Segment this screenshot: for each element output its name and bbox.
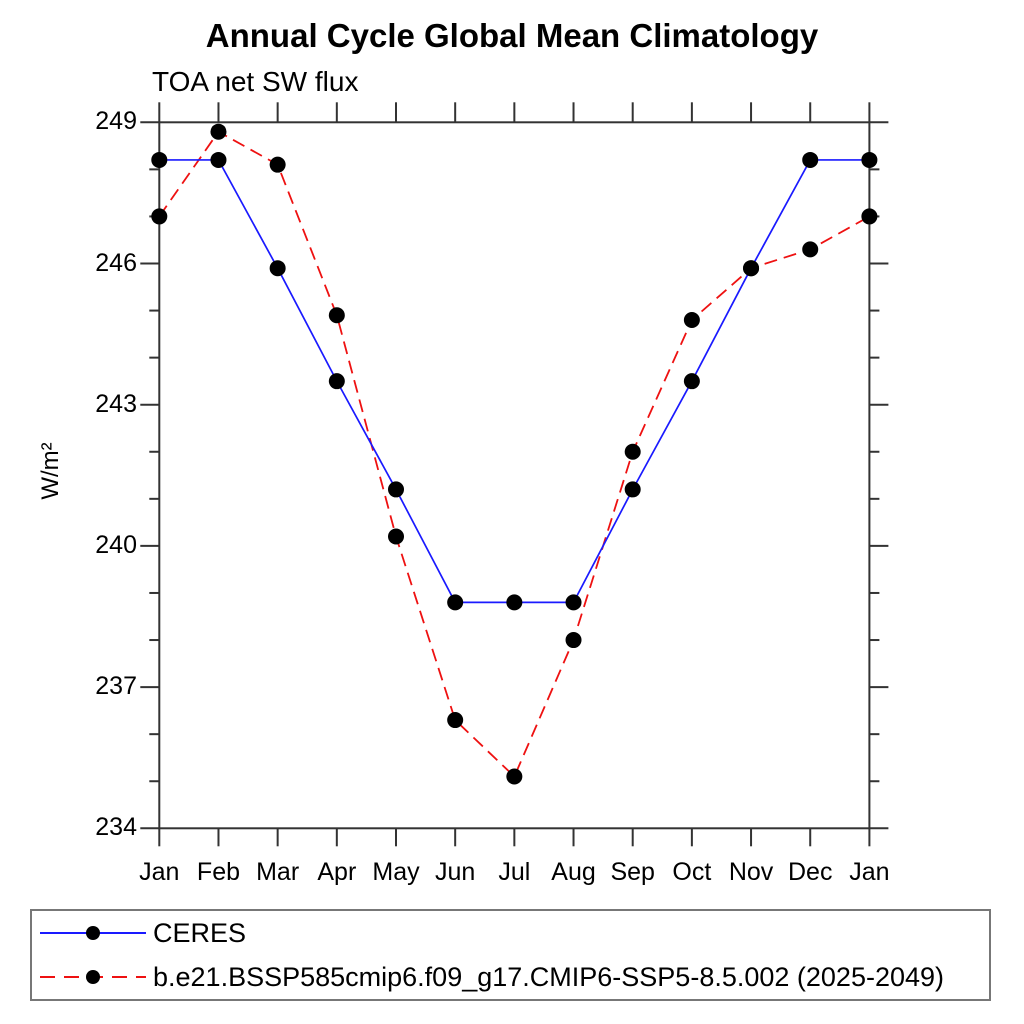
data-point	[861, 151, 878, 168]
x-tick-label: Jul	[498, 858, 531, 886]
data-point	[565, 632, 582, 649]
x-tick-label: Oct	[672, 858, 712, 886]
x-tick-label: Feb	[196, 858, 241, 886]
legend-row-model: b.e21.BSSP585cmip6.f09_g17.CMIP6-SSP5-8.…	[38, 958, 989, 996]
data-point	[151, 151, 168, 168]
y-tick-label: 234	[95, 813, 137, 842]
data-point	[328, 307, 345, 324]
legend-row-ceres: CERES	[38, 914, 989, 952]
x-tick-label: Jan	[139, 858, 180, 886]
data-point	[624, 481, 641, 498]
model-line-sample	[40, 970, 146, 984]
chart-subtitle: TOA net SW flux	[152, 66, 359, 97]
data-point	[447, 712, 464, 729]
data-point	[388, 528, 404, 545]
data-point	[683, 311, 700, 328]
data-point	[388, 481, 404, 498]
y-tick-label: 246	[95, 248, 137, 277]
data-point	[447, 594, 464, 611]
data-point	[506, 768, 523, 785]
data-point	[151, 208, 168, 225]
x-tick-label: May	[372, 858, 420, 886]
ceres-line	[159, 159, 870, 604]
x-tick-label: Jan	[849, 858, 890, 886]
data-point	[328, 373, 345, 390]
chart-title: Annual Cycle Global Mean Climatology	[205, 17, 819, 54]
x-tick-label: Apr	[317, 858, 357, 886]
data-point	[861, 208, 878, 225]
data-point	[624, 443, 641, 460]
y-tick-label: 249	[95, 107, 137, 136]
data-point	[683, 373, 700, 390]
data-point	[565, 594, 582, 611]
y-tick-label: 240	[95, 530, 137, 559]
data-point	[506, 594, 523, 611]
x-tick-label: Nov	[728, 858, 774, 886]
x-tick-label: Dec	[787, 858, 833, 886]
data-point	[802, 151, 819, 168]
legend-box: CERES b.e21.BSSP585cmip6.f09_g17.CMIP6-S…	[30, 909, 991, 1001]
data-point	[210, 123, 227, 140]
x-tick-label: Jun	[435, 858, 476, 886]
data-point	[802, 241, 819, 258]
model-line	[158, 130, 870, 779]
y-tick-label: 243	[95, 389, 137, 418]
legend-label-ceres: CERES	[153, 917, 247, 948]
x-tick-label: Aug	[551, 858, 596, 886]
y-tick-label: 237	[95, 672, 137, 701]
data-point	[210, 151, 227, 168]
legend-marker	[86, 970, 100, 984]
data-point	[743, 260, 760, 277]
x-tick-label: Mar	[256, 858, 300, 886]
legend-label-model: b.e21.BSSP585cmip6.f09_g17.CMIP6-SSP5-8.…	[153, 961, 945, 992]
data-point	[269, 260, 286, 277]
data-point	[269, 156, 286, 173]
plot-frame	[158, 121, 871, 830]
x-tick-label: Sep	[610, 858, 655, 886]
legend-marker	[86, 926, 100, 940]
ceres-line-sample	[40, 926, 146, 940]
